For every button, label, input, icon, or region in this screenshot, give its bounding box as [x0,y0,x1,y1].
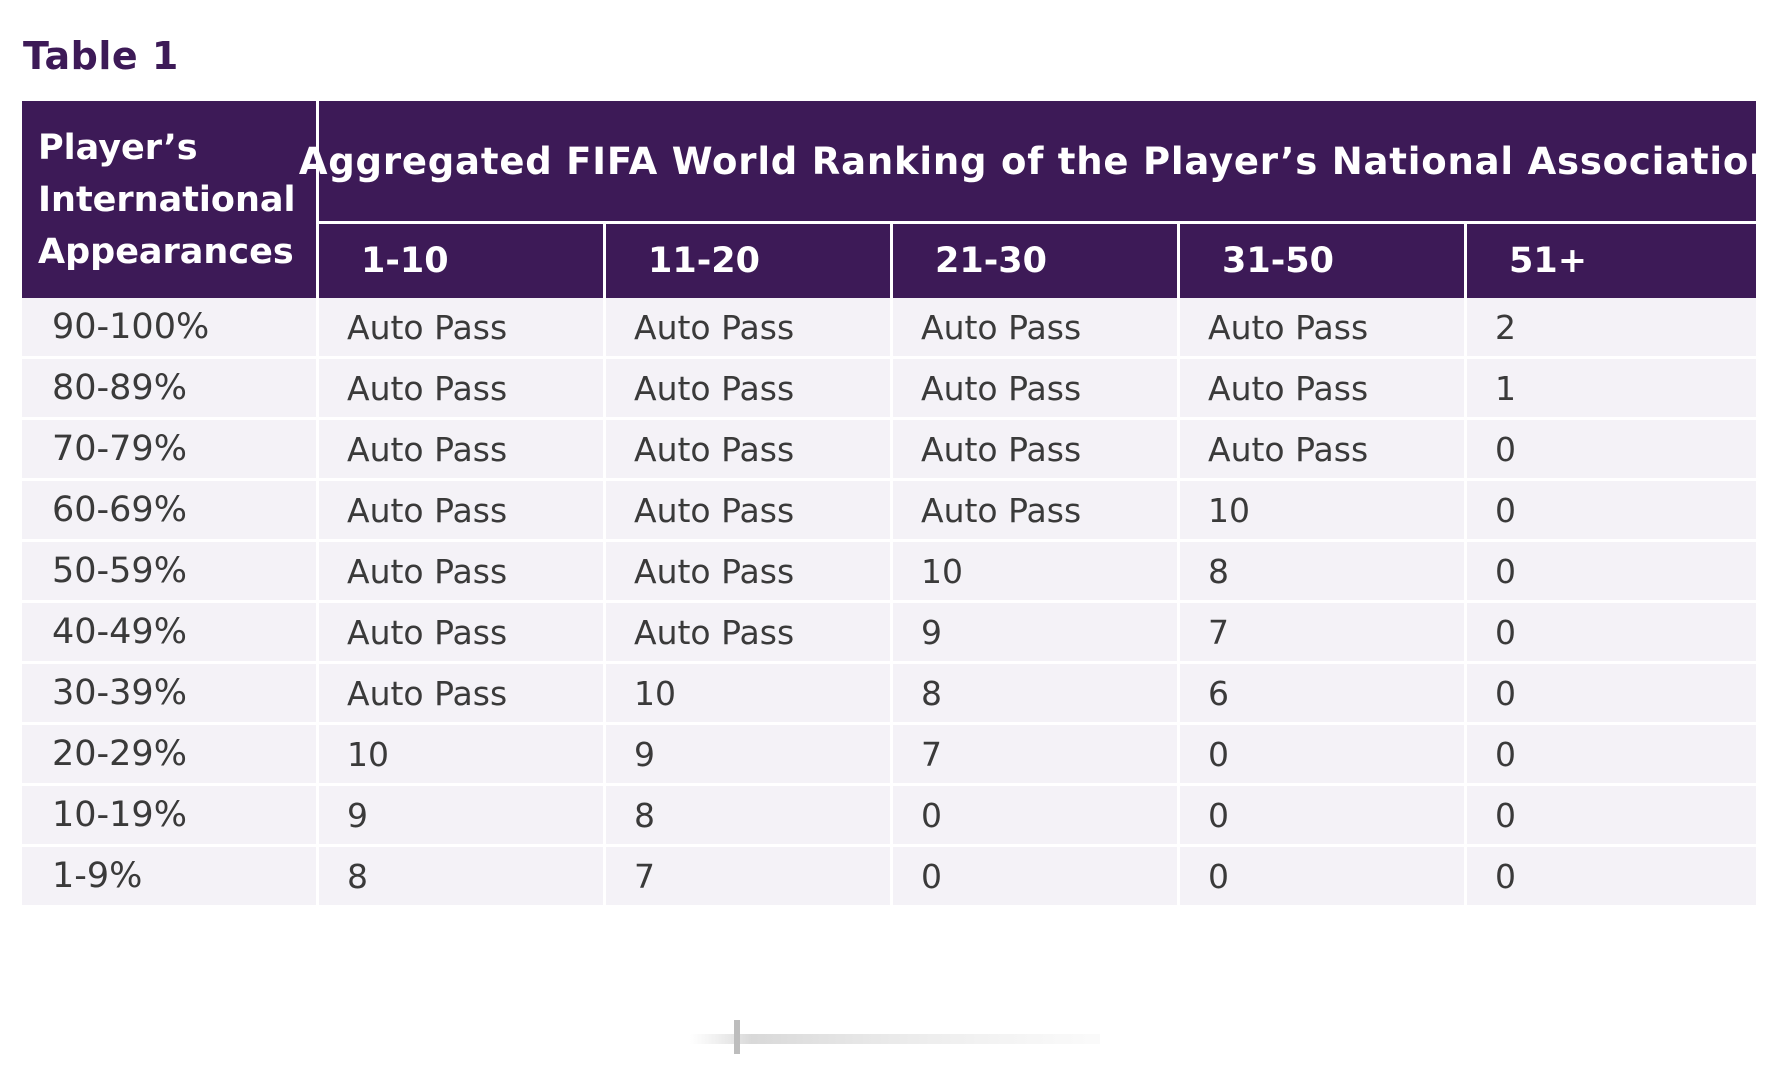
table-cell: Auto Pass [893,420,1180,481]
table-cell: 10 [319,725,606,786]
table-cell: Auto Pass [319,664,606,725]
table-cell: 0 [1467,603,1756,664]
table-cell: 0 [893,786,1180,847]
table-cell: Auto Pass [319,298,606,359]
table-cell: 7 [1180,603,1467,664]
row-header-label: Player’s International Appearances [22,101,319,298]
row-label: 20-29% [22,725,319,786]
table-cell: Auto Pass [606,603,893,664]
table-cell: 8 [1180,542,1467,603]
table-cell: 0 [1180,725,1467,786]
table-cell: Auto Pass [893,359,1180,420]
row-label: 1-9% [22,847,319,908]
table-cell: 7 [606,847,893,908]
table-cell: 6 [1180,664,1467,725]
table-cell: 10 [1180,481,1467,542]
table-cell: 10 [606,664,893,725]
table-cell: Auto Pass [893,481,1180,542]
column-header: 1-10 [319,224,606,298]
table-cell: 0 [1180,847,1467,908]
table-cell: 0 [1467,847,1756,908]
row-label: 30-39% [22,664,319,725]
row-label: 50-59% [22,542,319,603]
column-header: 31-50 [1180,224,1467,298]
table-cell: 0 [893,847,1180,908]
table-cell: Auto Pass [319,542,606,603]
table-cell: 9 [319,786,606,847]
column-header: 21-30 [893,224,1180,298]
row-label: 70-79% [22,420,319,481]
table-cell: Auto Pass [1180,420,1467,481]
row-label: 60-69% [22,481,319,542]
table-cell: 9 [606,725,893,786]
table-cell: Auto Pass [893,298,1180,359]
table-cell: 0 [1467,542,1756,603]
table-cell: 9 [893,603,1180,664]
table-cell: 10 [893,542,1180,603]
table-cell: 0 [1180,786,1467,847]
page-title: Table 1 [23,34,179,78]
data-table: Player’s International Appearances Aggre… [22,101,1775,908]
row-label: 10-19% [22,786,319,847]
column-header: 51+ [1467,224,1756,298]
table-cell: Auto Pass [319,359,606,420]
table-cell: Auto Pass [319,603,606,664]
column-group-header: Aggregated FIFA World Ranking of the Pla… [299,101,1775,224]
table-cell: 0 [1467,664,1756,725]
row-label: 40-49% [22,603,319,664]
table-cell: Auto Pass [606,481,893,542]
table-cell: Auto Pass [606,420,893,481]
table-cell: 0 [1467,725,1756,786]
table-cell: Auto Pass [606,359,893,420]
row-label: 90-100% [22,298,319,359]
table-cell: Auto Pass [606,298,893,359]
table-cell: Auto Pass [1180,359,1467,420]
table-cell: Auto Pass [1180,298,1467,359]
table-cell: 0 [1467,786,1756,847]
table-cell: Auto Pass [606,542,893,603]
table-cell: 1 [1467,359,1756,420]
table-cell: 7 [893,725,1180,786]
table-cell: 0 [1467,481,1756,542]
row-label: 80-89% [22,359,319,420]
table-cell: Auto Pass [319,481,606,542]
column-header: 11-20 [606,224,893,298]
table-cell: Auto Pass [319,420,606,481]
table-cell: 2 [1467,298,1756,359]
scan-smudge [690,1020,1100,1054]
table-cell: 8 [319,847,606,908]
table-cell: 8 [606,786,893,847]
table-cell: 8 [893,664,1180,725]
table-cell: 0 [1467,420,1756,481]
